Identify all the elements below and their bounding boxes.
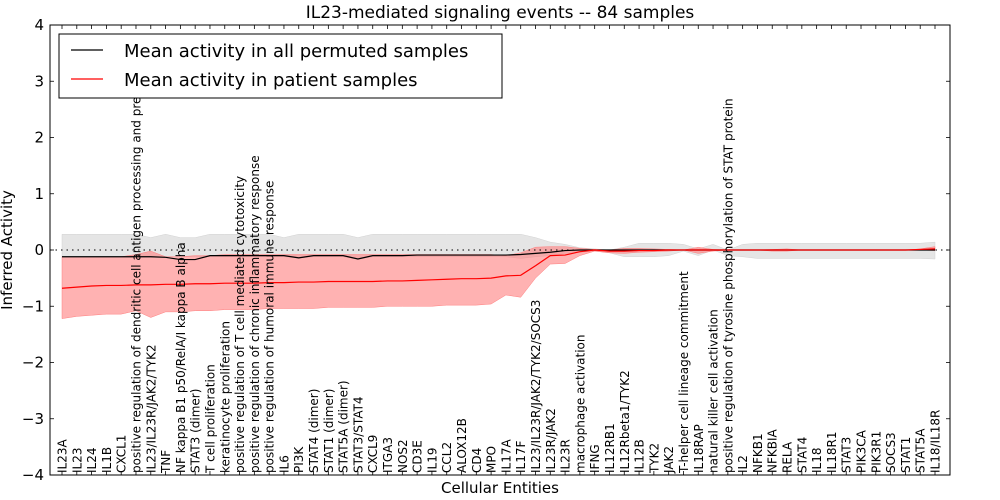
y-tick-label: −3 [22, 410, 44, 428]
category-labels: IL23A IL23 IL24 IL1B CXCL1 positive regulatio… [56, 40, 943, 474]
category-label: IL18R1 [825, 432, 839, 473]
chart-title: IL23-mediated signaling events -- 84 sam… [306, 3, 695, 23]
category-label: CD4 [470, 448, 484, 473]
category-label: SOCS3 [884, 432, 898, 473]
category-label: CXCL9 [366, 435, 380, 473]
category-label: STAT1 [899, 437, 913, 473]
legend-label-patient: Mean activity in patient samples [124, 70, 418, 91]
category-label: PIK3R1 [869, 431, 883, 473]
category-label: positive regulation of dendritic cell an… [129, 40, 143, 473]
y-tick-label: 4 [34, 16, 44, 34]
y-tick-label: 1 [34, 185, 44, 203]
category-label: IL12RB1 [603, 423, 617, 473]
category-label: IL17A [499, 439, 513, 473]
category-label: natural killer cell activation [707, 309, 721, 473]
category-label: IL19 [425, 448, 439, 474]
category-label: NF kappa B1 p50/RelA/I kappa B alpha [174, 242, 188, 473]
category-label: STAT3 (dimer) [189, 389, 203, 473]
legend-box [58, 33, 503, 99]
y-tick-label: 3 [34, 72, 44, 90]
category-label: CXCL1 [115, 435, 129, 473]
category-label: CD3E [411, 440, 425, 473]
category-label: positive regulation of humoral immune re… [263, 181, 277, 473]
category-label: positive regulation of tyrosine phosphor… [721, 98, 735, 473]
y-tick-label: 0 [34, 241, 44, 259]
category-label: IL12Rbeta1/TYK2 [618, 370, 632, 473]
category-label: RELA [781, 441, 795, 473]
y-axis-label: Inferred Activity [0, 190, 16, 310]
category-label: IL23/IL23R/JAK2/TYK2 [144, 344, 158, 473]
category-label: T-helper cell lineage commitment [677, 271, 691, 474]
y-tick-label: −2 [22, 354, 44, 372]
category-label: STAT5A (dimer) [337, 380, 351, 473]
category-label: STAT5A [914, 428, 928, 473]
confidence-bands [61, 233, 936, 319]
y-axis: 4 3 2 1 0 −1 −2 −3 −4 [22, 16, 950, 484]
category-label: TNF [159, 450, 173, 474]
category-label: IL18/IL18R [929, 410, 943, 473]
category-label: IL18 [810, 448, 824, 474]
category-label: STAT3 [840, 437, 854, 473]
y-tick-label: 2 [34, 129, 44, 147]
category-label: JAK2 [662, 446, 676, 474]
category-label: PIK3CA [855, 429, 869, 473]
category-label: IL6 [277, 455, 291, 473]
category-label: STAT1 (dimer) [322, 389, 336, 473]
category-label: IL18RAP [692, 424, 706, 473]
category-label: macrophage activation [573, 335, 587, 473]
category-label: IL23/IL23R/JAK2/TYK2/SOCS3 [529, 300, 543, 473]
legend: Mean activity in all permuted samples Me… [58, 33, 503, 99]
category-label: IL17F [514, 441, 528, 473]
category-label: T cell proliferation [203, 364, 217, 474]
category-label: IL23R/JAK2 [544, 408, 558, 473]
category-label: IL2 [736, 455, 750, 473]
category-label: STAT3/STAT4 [351, 396, 365, 473]
category-label: positive regulation of T cell mediated c… [233, 176, 247, 473]
category-label: MPO [485, 446, 499, 473]
category-label: NOS2 [396, 439, 410, 473]
category-label: ALOX12B [455, 418, 469, 473]
category-label: NFKBIA [766, 428, 780, 473]
category-label: IL23A [56, 439, 70, 473]
category-label: IL1B [100, 447, 114, 473]
category-label: IL24 [85, 448, 99, 474]
x-axis-ticks [61, 25, 936, 475]
category-label: CCL2 [440, 442, 454, 473]
category-label: ITGA3 [381, 437, 395, 473]
category-label: TYK2 [647, 443, 661, 474]
category-label: IL12B [633, 439, 647, 473]
category-label: STAT4 (dimer) [307, 389, 321, 473]
category-label: PI3K [292, 446, 306, 473]
category-label: IL23R [559, 439, 573, 473]
category-label: keratinocyte proliferation [218, 321, 232, 473]
category-label: STAT4 [795, 437, 809, 473]
y-tick-label: −1 [22, 297, 44, 315]
x-axis-label: Cellular Entities [441, 479, 559, 497]
patient-mean-line [61, 248, 936, 289]
legend-label-permuted: Mean activity in all permuted samples [124, 41, 468, 62]
category-label: IFNG [588, 444, 602, 473]
series-lines [61, 248, 936, 289]
category-label: positive regulation of chronic inflammat… [248, 155, 262, 473]
y-tick-label: −4 [22, 466, 44, 484]
category-label: NFKB1 [751, 433, 765, 473]
category-label: IL23 [70, 448, 84, 474]
